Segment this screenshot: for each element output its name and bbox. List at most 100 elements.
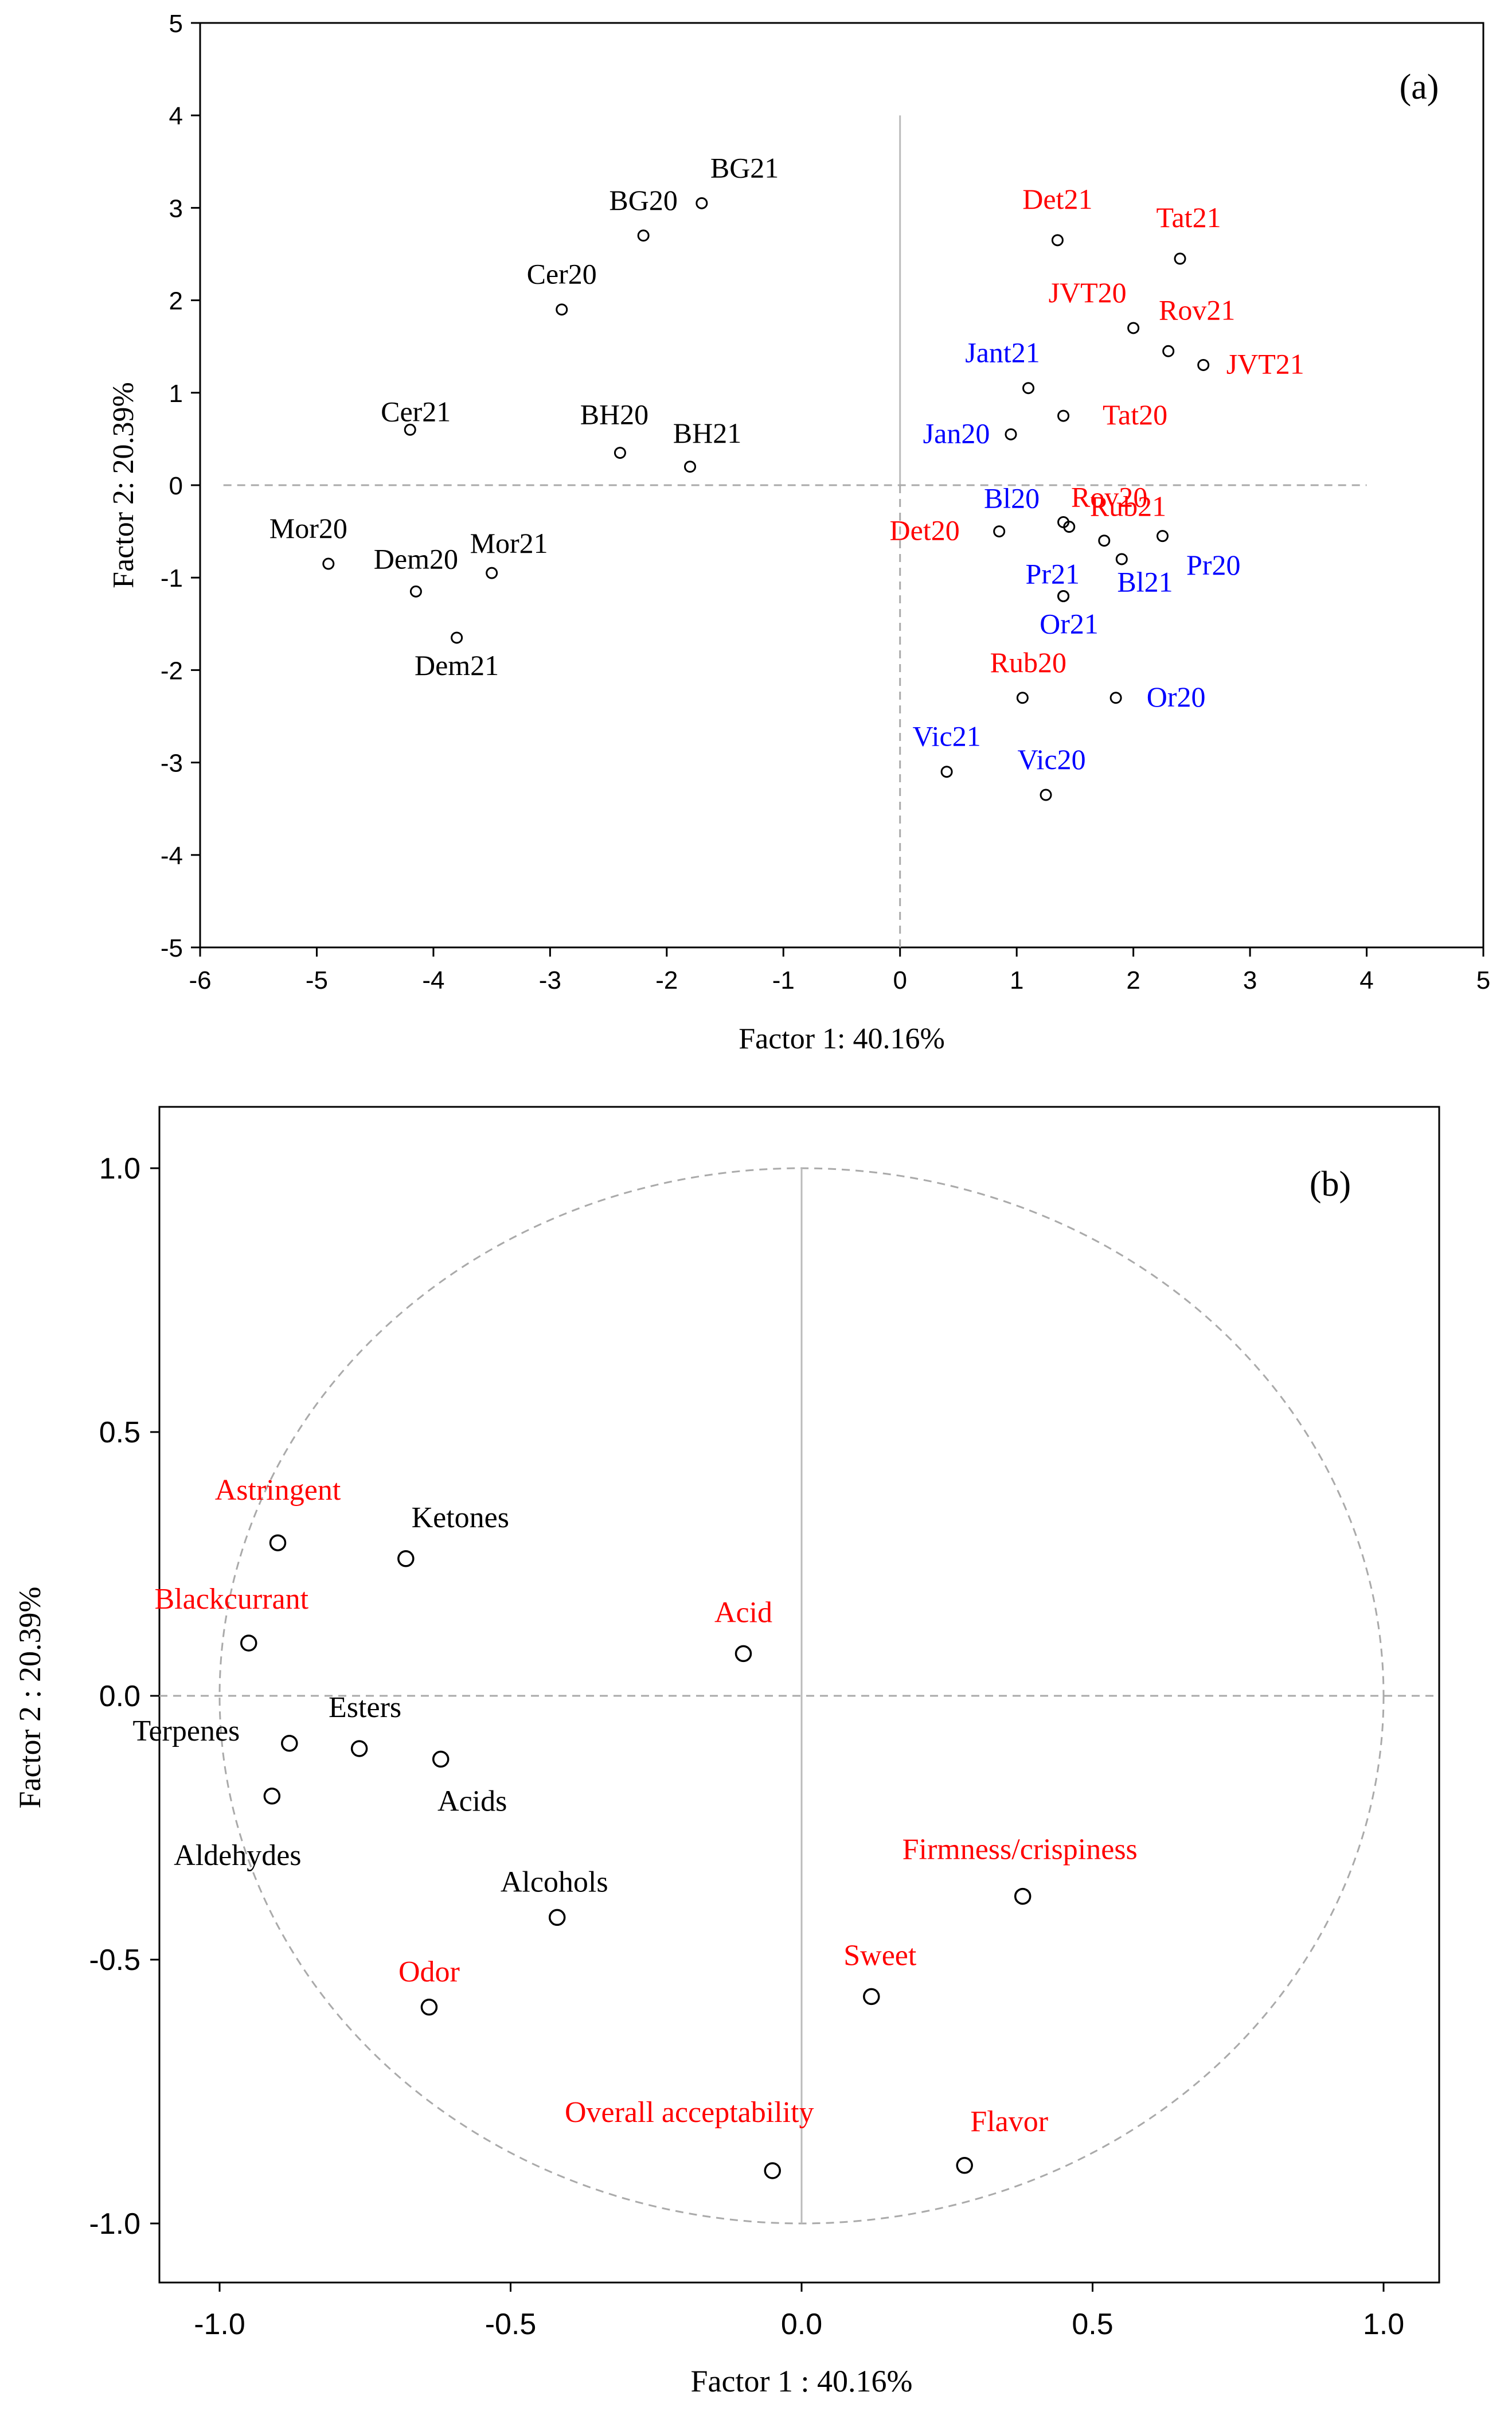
point-label-aldehydes: Aldehydes: [174, 1839, 301, 1872]
panel-a-xtick-label: -4: [422, 966, 444, 994]
point-pr21: [1098, 535, 1111, 547]
panel-a-xtick-label: 1: [1010, 966, 1023, 994]
panel-a-ytick-label: -2: [161, 657, 183, 685]
point-label-bl20: Bl20: [984, 482, 1040, 514]
point-label-cer20: Cer20: [527, 258, 597, 290]
point-rub20: [1016, 692, 1029, 704]
panel-a-label: (a): [1400, 68, 1439, 107]
point-label-jant21: Jant21: [965, 337, 1040, 369]
panel-a-xtick-label: 5: [1476, 966, 1490, 994]
panel-a-ytick-label: 4: [169, 102, 183, 130]
panel-b-ytick-label: 1.0: [99, 1152, 140, 1185]
point-label-jvt20: JVT20: [1049, 276, 1127, 309]
panel-b-frame: [158, 1106, 1440, 2284]
point-label-rub20: Rub20: [990, 646, 1066, 678]
point-acids: [432, 1750, 450, 1768]
panel-a-xlabel: Factor 1: 40.16%: [739, 1023, 945, 1055]
point-label-blackcurrant: Blackcurrant: [154, 1583, 308, 1616]
panel-b-ytick-label: 0.0: [99, 1680, 140, 1713]
point-label-bg20: BG20: [609, 184, 677, 216]
point-mor21: [486, 567, 498, 579]
panel-a-ytick-label: -5: [161, 934, 183, 962]
point-label-firmness-crispiness: Firmness/crispiness: [902, 1833, 1138, 1866]
point-flavor: [956, 2157, 973, 2174]
point-label-bg21: BG21: [710, 151, 779, 184]
panel-b-xtick-label: 1.0: [1363, 2308, 1404, 2341]
point-vic20: [1040, 789, 1052, 801]
point-bl20: [1057, 516, 1070, 528]
point-label-cer21: Cer21: [381, 395, 451, 427]
panel-a-ytick-label: -3: [161, 750, 183, 778]
panel-a-xtick-label: 2: [1126, 966, 1140, 994]
point-label-bl21: Bl21: [1117, 565, 1173, 598]
point-cer20: [556, 303, 568, 316]
panel-b-axes: -1.0 -0.5 0.0 0.5 1.0 1.0 0.5 0.0 -0.5 -1.0: [89, 1152, 1439, 2341]
point-rov21: [1162, 345, 1175, 357]
point-esters: [350, 1740, 368, 1757]
point-jan20: [1005, 428, 1017, 440]
point-dem20: [409, 585, 422, 598]
point-overall-acceptability: [764, 2162, 781, 2179]
point-label-ketones: Ketones: [412, 1501, 509, 1534]
point-label-or21: Or21: [1040, 607, 1099, 639]
point-label-mor20: Mor20: [269, 512, 347, 544]
panel-b-xtick-label: 0.5: [1072, 2308, 1113, 2341]
point-label-acids: Acids: [437, 1785, 507, 1817]
panel-b-plot: -1.0 -0.5 0.0 0.5 1.0 1.0 0.5 0.0 -0.5 -1.0 Astri…: [13, 1106, 1440, 2398]
point-label-acid: Acid: [714, 1596, 772, 1629]
point-label-vic20: Vic20: [1017, 743, 1085, 775]
point-blackcurrant: [240, 1634, 257, 1652]
panel-b-points: Astringent Ketones Blackcurrant Acid Esters T…: [132, 1474, 1138, 2179]
point-label-rub21: Rub21: [1090, 490, 1166, 522]
panel-a-xtick-label: 3: [1243, 966, 1257, 994]
point-label-rov20: Rov20: [1071, 481, 1147, 513]
point-label-jan20: Jan20: [923, 417, 990, 449]
point-label-tat21: Tat21: [1156, 201, 1221, 233]
point-label-pr21: Pr21: [1026, 558, 1080, 590]
point-rub21: [1157, 530, 1169, 543]
point-label-astringent: Astringent: [215, 1474, 341, 1507]
panel-b-label: (b): [1310, 1165, 1351, 1204]
point-label-esters: Esters: [329, 1691, 401, 1724]
point-det20: [993, 525, 1006, 538]
point-alcohols: [548, 1909, 566, 1926]
point-astringent: [269, 1534, 287, 1551]
panel-a-xtick-label: -3: [539, 966, 561, 994]
point-acid: [734, 1645, 752, 1663]
panel-a-xtick-label: -5: [306, 966, 328, 994]
point-label-rov21: Rov21: [1159, 294, 1235, 326]
point-pr20: [1115, 553, 1128, 565]
panel-b-ytick-label: 0.5: [99, 1416, 140, 1449]
panel-a-ytick-label: 5: [169, 10, 183, 38]
point-jant21: [1022, 382, 1035, 395]
point-label-jvt21: JVT21: [1226, 348, 1304, 380]
panel-a-xtick-label: -2: [655, 966, 678, 994]
panel-a-ytick-label: 3: [169, 194, 183, 223]
point-terpenes: [281, 1735, 298, 1752]
point-bh21: [684, 461, 697, 473]
panel-a-xtick-label: -1: [772, 966, 795, 994]
point-aldehydes: [263, 1788, 281, 1805]
point-dem21: [451, 631, 463, 644]
point-label-flavor: Flavor: [970, 2105, 1048, 2138]
point-label-odor: Odor: [398, 1956, 460, 1988]
panel-a-ytick-label: -4: [161, 842, 183, 870]
point-bh20: [614, 447, 626, 459]
panel-b-xlabel: Factor 1 : 40.16%: [691, 2364, 913, 2398]
panel-a-ytick-label: -1: [161, 564, 183, 592]
point-label-sweet: Sweet: [843, 1939, 917, 1972]
point-label-or20: Or20: [1147, 681, 1206, 713]
point-label-mor21: Mor21: [470, 527, 548, 559]
panel-a-ytick-label: 1: [169, 380, 183, 408]
point-jvt20: [1127, 322, 1140, 334]
point-label-dem20: Dem20: [374, 543, 458, 575]
point-jvt21: [1197, 358, 1210, 371]
point-vic21: [940, 766, 953, 778]
panel-a-xtick-label: 0: [893, 966, 907, 994]
point-label-det21: Det21: [1022, 183, 1092, 215]
panel-a-xtick-label: 4: [1359, 966, 1373, 994]
point-label-dem21: Dem21: [415, 649, 499, 681]
